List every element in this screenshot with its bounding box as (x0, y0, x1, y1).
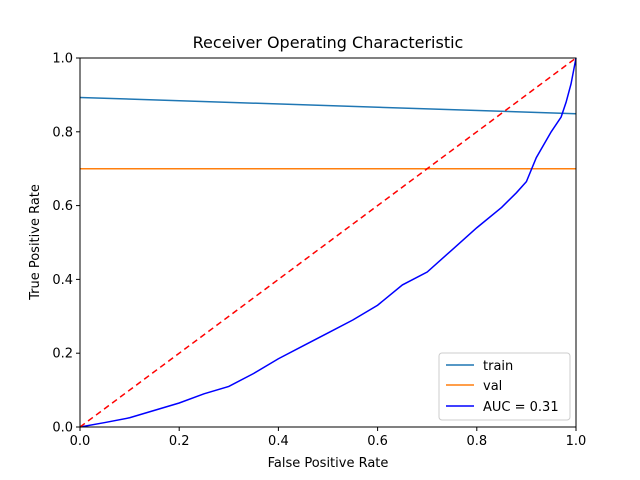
x-axis-label: False Positive Rate (268, 456, 389, 471)
x-tick-label: 1.0 (566, 434, 587, 449)
y-tick-label: 0.6 (52, 199, 73, 214)
legend-label-auc: AUC = 0.31 (483, 400, 559, 415)
x-tick-label: 0.6 (367, 434, 388, 449)
series-line-auc-0-31 (79, 57, 577, 428)
x-tick-label: 0.2 (169, 434, 190, 449)
y-axis-label: True Positive Rate (28, 184, 43, 301)
y-tick-label: 0.0 (52, 421, 73, 436)
plot-frame (79, 57, 577, 428)
plot-lines (79, 57, 577, 428)
x-axis-ticks: 0.0 0.2 0.4 0.6 0.8 1.0 (70, 427, 587, 449)
y-axis-ticks: 0.0 0.2 0.4 0.6 0.8 1.0 (52, 52, 80, 436)
series-line-train (79, 96, 577, 115)
x-tick-label: 0.4 (268, 434, 289, 449)
y-tick-label: 1.0 (52, 52, 73, 67)
x-tick-label: 0.8 (466, 434, 487, 449)
y-tick-label: 0.2 (52, 347, 73, 362)
legend: train val AUC = 0.31 (438, 352, 571, 421)
series-line-chance-diagonal (79, 57, 577, 428)
chart-title: Receiver Operating Characteristic (193, 33, 464, 52)
x-tick-label: 0.0 (70, 434, 91, 449)
legend-label-train: train (483, 359, 513, 374)
y-tick-label: 0.8 (52, 125, 73, 140)
legend-box (438, 352, 571, 421)
legend-label-val: val (483, 379, 502, 394)
y-tick-label: 0.4 (52, 273, 73, 288)
